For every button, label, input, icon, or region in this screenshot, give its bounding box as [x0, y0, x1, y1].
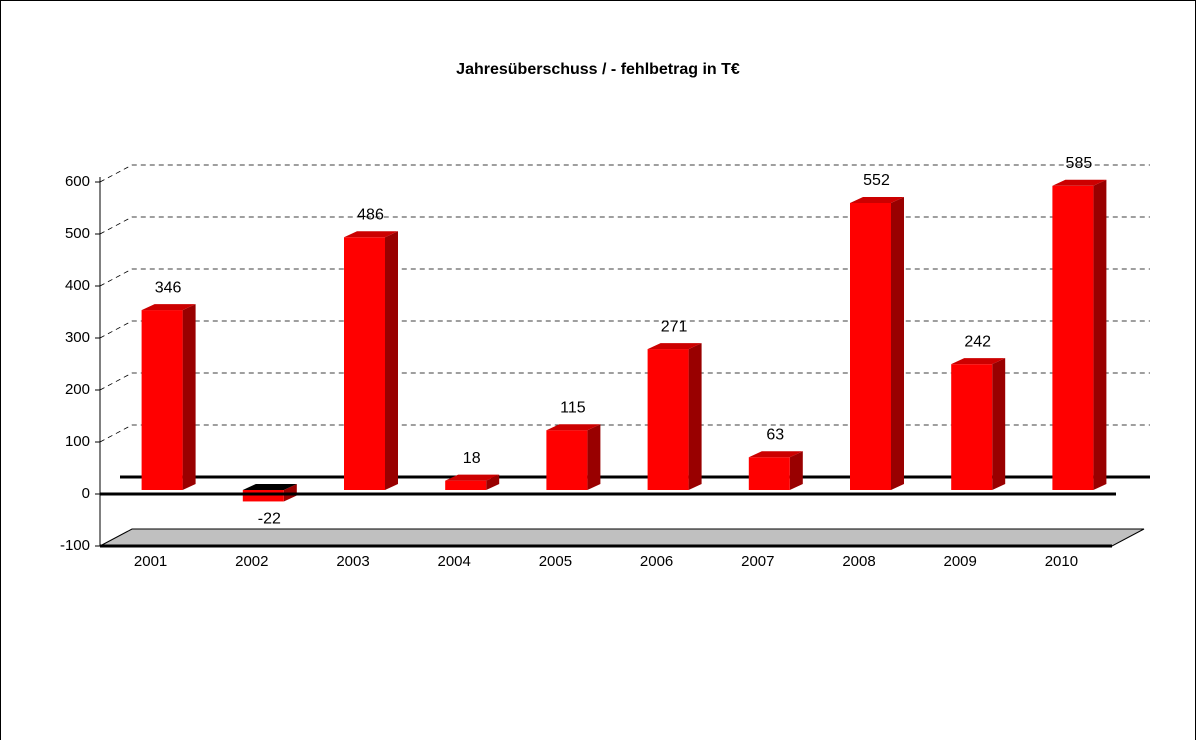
bar: [850, 202, 891, 490]
x-tick-label: 2008: [842, 553, 875, 570]
grid-line: [99, 164, 1150, 183]
grid-line: [99, 216, 1150, 235]
bar-top: [748, 451, 803, 458]
bar-side: [688, 343, 702, 490]
grid-line: [99, 268, 1150, 287]
data-label: 346: [155, 279, 182, 296]
data-label: 63: [766, 426, 784, 443]
bar-side: [385, 231, 398, 490]
bar: [546, 430, 588, 490]
bar-top: [951, 358, 1006, 365]
x-tick-label: 2004: [438, 553, 471, 570]
bar: [445, 480, 487, 490]
y-tick-label: -100: [60, 537, 90, 554]
bar-side: [1093, 179, 1107, 491]
y-tick-label: 300: [65, 329, 90, 346]
bar-top: [344, 231, 398, 238]
y-tick-label: 500: [65, 225, 90, 242]
x-tick-label: 2003: [336, 553, 369, 570]
x-tick-label: 2005: [539, 553, 572, 570]
y-tick-label: 600: [65, 173, 90, 190]
bar: [242, 490, 284, 502]
bar-top: [445, 474, 500, 481]
grid-line: [99, 372, 1150, 391]
chart-title: Jahresüberschuss / - fehlbetrag in T€: [456, 61, 740, 78]
y-tick-label: 0: [82, 485, 90, 502]
bar-side: [182, 304, 196, 490]
bar-side: [789, 451, 803, 490]
x-tick-label: 2006: [640, 553, 673, 570]
bar-side: [992, 358, 1006, 490]
x-tick-label: 2007: [741, 553, 774, 570]
data-label: 486: [357, 206, 384, 223]
bar-top: [546, 424, 601, 431]
bar: [748, 457, 790, 490]
data-label: -22: [258, 511, 281, 528]
data-label: 242: [964, 333, 991, 350]
y-tick-label: 200: [65, 381, 90, 398]
bar-top: [1052, 179, 1107, 186]
x-tick-label: 2010: [1045, 553, 1078, 570]
bar-top: [141, 304, 196, 311]
floor: [99, 528, 1145, 547]
bar-top: [850, 196, 904, 203]
x-tick-label: 2001: [134, 553, 167, 570]
x-tick-label: 2002: [235, 553, 268, 570]
bar-top: [647, 343, 702, 350]
bar: [344, 237, 385, 490]
x-tick-label: 2009: [944, 553, 977, 570]
bar-side: [891, 196, 904, 490]
bar: [647, 349, 689, 490]
bar-side: [486, 474, 500, 490]
data-label: 552: [863, 172, 890, 189]
bar: [141, 310, 183, 490]
data-label: 115: [560, 399, 586, 416]
grid-line: [99, 424, 1150, 443]
bar: [951, 364, 993, 490]
bar: [1052, 185, 1094, 491]
bar-top: [242, 484, 297, 490]
data-label: 271: [661, 318, 688, 335]
bar-side: [587, 424, 601, 490]
y-tick-label: 400: [65, 277, 90, 294]
data-label: 585: [1066, 155, 1093, 172]
y-tick-label: 100: [65, 433, 90, 450]
grid-line: [99, 320, 1150, 339]
data-label: 18: [463, 450, 481, 467]
